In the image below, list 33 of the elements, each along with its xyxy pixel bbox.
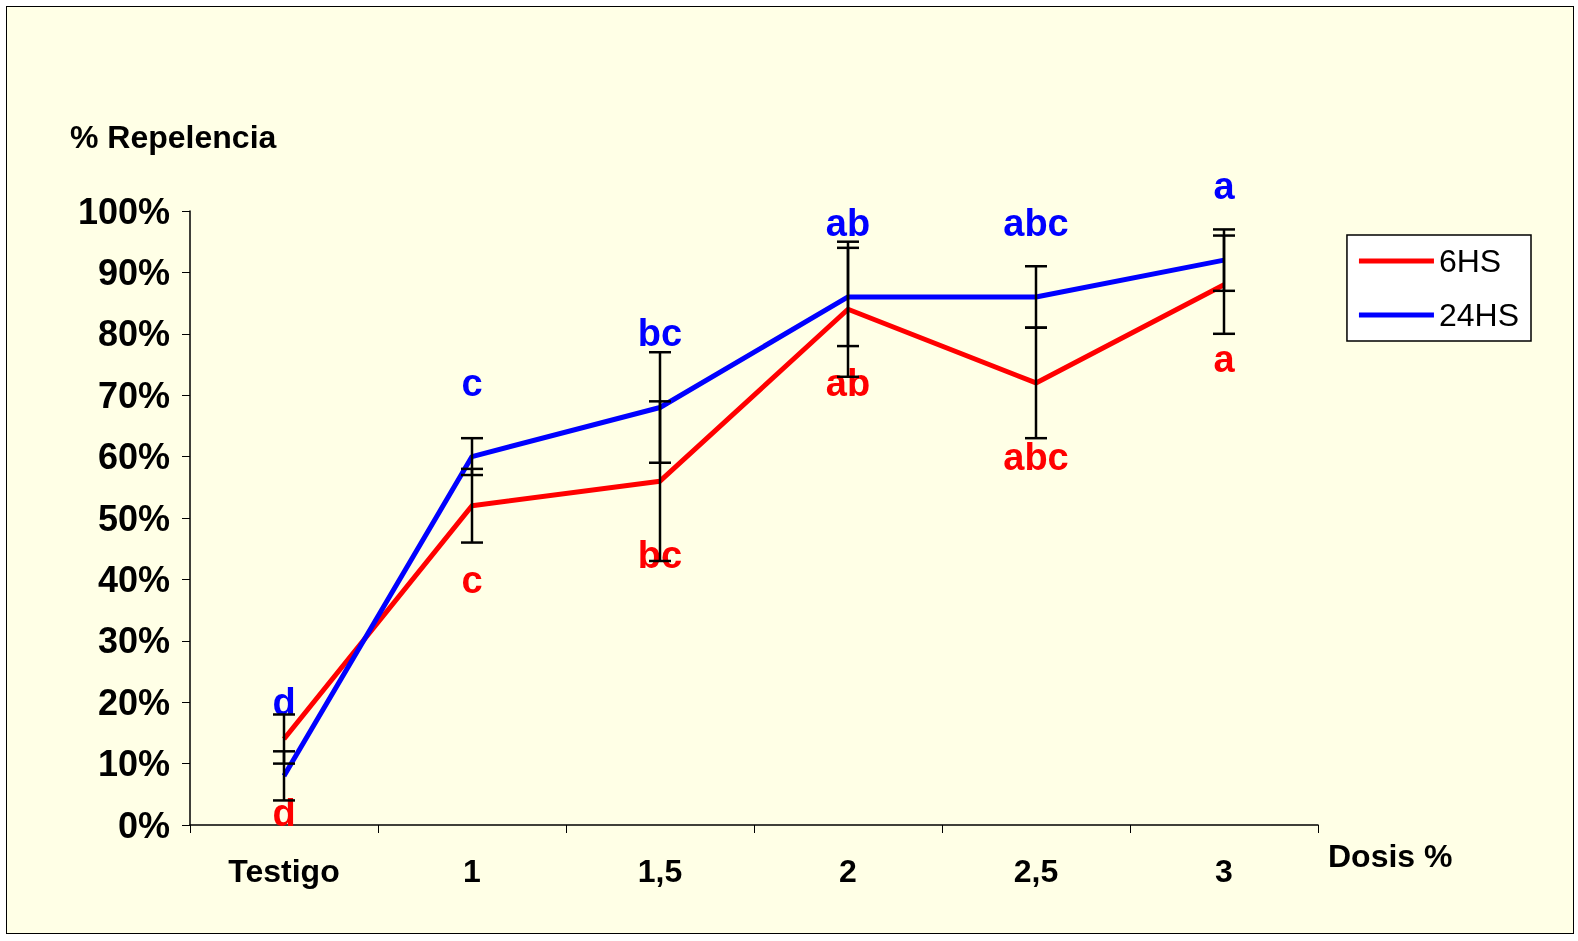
data-label: bc: [637, 312, 683, 355]
y-tick-label: 10%: [97, 743, 170, 785]
data-label: d: [272, 680, 296, 723]
data-label: c: [461, 558, 483, 601]
x-tick-label: 2,5: [1013, 853, 1059, 889]
data-label: ab: [825, 362, 871, 405]
data-label: abc: [1003, 435, 1069, 478]
x-tick-label: 2: [839, 853, 857, 889]
legend-label: 6HS: [1438, 243, 1502, 279]
y-axis-title: % Repelencia: [70, 119, 277, 155]
y-tick-label: 70%: [97, 374, 170, 416]
y-tick-label: 0%: [117, 804, 170, 846]
y-tick-label: 80%: [97, 313, 170, 355]
data-label: a: [1213, 165, 1236, 208]
x-tick-label: 1,5: [637, 853, 683, 889]
x-axis-title: Dosis %: [1328, 838, 1453, 874]
y-tick-label: 50%: [97, 497, 170, 539]
x-tick-label: 3: [1215, 853, 1233, 889]
data-label: a: [1213, 337, 1236, 380]
y-tick-label: 30%: [97, 620, 170, 662]
y-tick-label: 90%: [97, 251, 170, 293]
data-label: bc: [637, 534, 683, 577]
y-tick-label: 100%: [77, 190, 170, 232]
x-tick-label: 1: [463, 853, 481, 889]
data-label: c: [461, 361, 483, 404]
data-label: abc: [1003, 201, 1069, 244]
legend-label: 24HS: [1438, 297, 1519, 333]
y-tick-label: 60%: [97, 436, 170, 478]
x-tick-label: Testigo: [228, 853, 340, 889]
y-tick-label: 40%: [97, 558, 170, 600]
y-tick-label: 20%: [97, 681, 170, 723]
data-label: d: [272, 792, 296, 835]
data-label: ab: [825, 201, 871, 244]
